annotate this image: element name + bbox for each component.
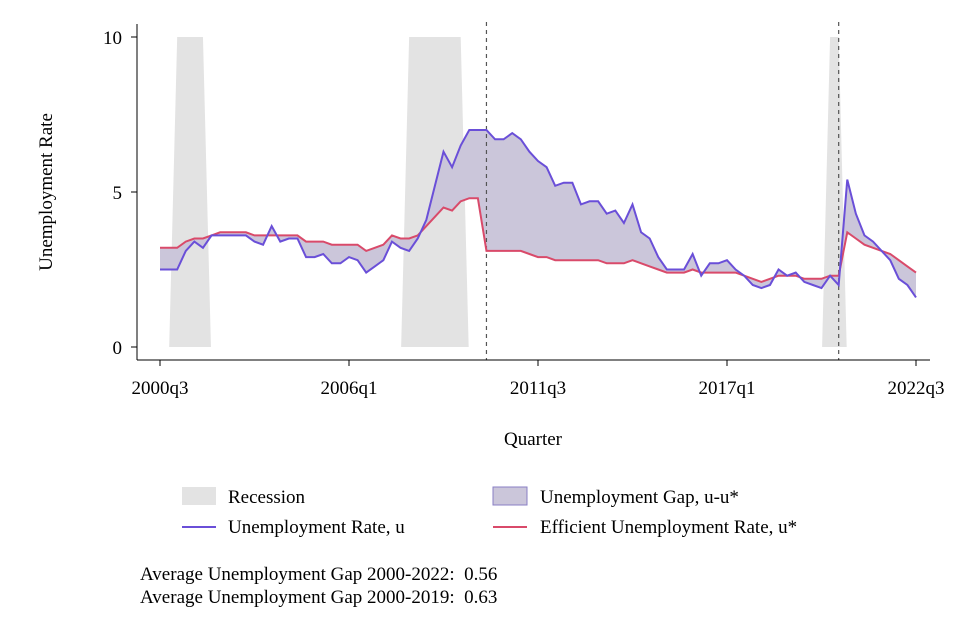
legend-swatch-gap [492, 486, 528, 506]
legend-label-ustar: Efficient Unemployment Rate, u* [540, 517, 797, 538]
recession-band-1 [169, 37, 211, 347]
x-tick-label: 2006q1 [321, 378, 378, 399]
x-axis-title: Quarter [504, 429, 563, 450]
x-tick-label: 2017q1 [699, 378, 756, 399]
y-tick-label: 5 [113, 183, 123, 204]
x-ticks: 2000q3 2006q1 2011q3 2017q1 2022q3 [132, 360, 945, 399]
note-gap-2000-2019: Average Unemployment Gap 2000-2019: 0.63 [140, 587, 497, 608]
legend: Recession Unemployment Gap, u-u* Unemplo… [182, 486, 797, 538]
legend-label-recession: Recession [228, 487, 306, 508]
recession-band-3 [822, 37, 847, 347]
legend-label-u: Unemployment Rate, u [228, 517, 405, 538]
y-tick-label: 10 [103, 28, 122, 49]
unemployment-rate-line [160, 129, 917, 298]
legend-label-gap: Unemployment Gap, u-u* [540, 487, 739, 508]
y-tick-label: 0 [113, 338, 123, 359]
y-axis-title: Unemployment Rate [36, 113, 57, 271]
unemployment-gap-area [160, 130, 916, 298]
y-ticks: 0 5 10 [103, 28, 137, 359]
x-tick-label: 2011q3 [510, 378, 566, 399]
x-tick-label: 2022q3 [888, 378, 945, 399]
reference-lines [485, 22, 840, 360]
note-gap-2000-2022: Average Unemployment Gap 2000-2022: 0.56 [140, 564, 497, 585]
x-tick-label: 2000q3 [132, 378, 189, 399]
summary-notes: Average Unemployment Gap 2000-2022: 0.56… [140, 564, 497, 608]
legend-swatch-recession [182, 487, 216, 505]
